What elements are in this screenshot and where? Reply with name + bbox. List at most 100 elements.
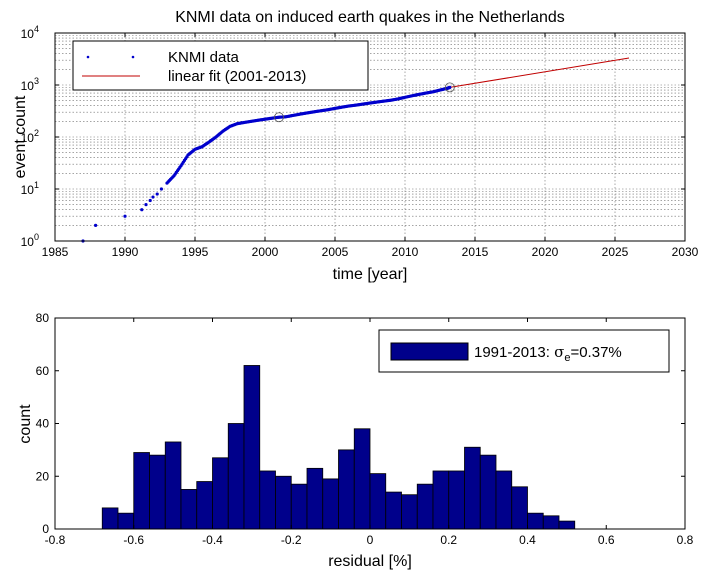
data-point: [447, 85, 451, 90]
top-legend: KNMI data linear fit (2001-2013): [72, 40, 369, 91]
data-point: [192, 148, 196, 152]
bottom-chart: -0.8 -0.6 -0.4 -0.2 0 0.2 0.4 0.6 0.8 020406080 …: [17, 311, 694, 570]
y-tick-label: 80: [36, 311, 50, 325]
data-point: [353, 103, 357, 107]
histogram-bar: [479, 454, 497, 530]
legend-label-suffix: =0.37%: [570, 344, 621, 361]
histogram-bar: [164, 441, 182, 530]
legend-label-fit: linear fit (2001-2013): [168, 68, 306, 85]
histogram-bar: [149, 454, 166, 530]
bottom-y-axis-label: count: [17, 404, 34, 444]
histogram-bar: [243, 365, 261, 530]
y-tick-label: 101: [21, 180, 39, 197]
histogram-bar: [133, 452, 150, 530]
histogram-bars: [101, 365, 576, 530]
y-tick-label: 103: [21, 76, 39, 93]
data-point: [283, 115, 287, 119]
x-tick-label: 2025: [602, 245, 629, 259]
data-point: [151, 195, 155, 199]
histogram-bar: [558, 520, 576, 530]
histogram-bar: [117, 512, 135, 530]
histogram-bar: [101, 507, 119, 530]
x-tick-label: 0.4: [519, 533, 536, 547]
top-y-ticks: 100 101 102 103 104: [21, 24, 685, 249]
histogram-bar: [306, 467, 324, 530]
histogram-bar: [275, 475, 292, 530]
histogram-bar: [542, 515, 560, 530]
data-point: [178, 165, 182, 170]
bottom-y-ticks: 0 20 40 60 80: [36, 311, 685, 536]
circle-markers-group: [274, 82, 455, 123]
legend-label-histogram: 1991-2013: σe=0.37%: [474, 343, 622, 364]
legend-label-prefix: 1991-2013:: [474, 344, 554, 361]
histogram-bar: [527, 512, 544, 530]
x-tick-label: -0.2: [281, 533, 302, 547]
x-tick-label: 2005: [322, 245, 349, 259]
histogram-bar: [495, 470, 513, 530]
data-point: [381, 99, 385, 103]
data-point: [155, 192, 159, 196]
data-point: [269, 116, 273, 120]
data-point: [140, 208, 144, 212]
bottom-x-axis-label: residual [%]: [328, 553, 412, 570]
x-tick-label: 2030: [672, 245, 699, 259]
legend-label-sigma: σ: [554, 343, 564, 361]
histogram-bar: [338, 449, 355, 530]
x-tick-label: 2015: [462, 245, 489, 259]
y-tick-label: 40: [36, 417, 50, 431]
x-tick-label: 1990: [112, 245, 139, 259]
x-tick-label: 0.6: [598, 533, 615, 547]
histogram-bar: [259, 470, 276, 530]
y-tick-label: 60: [36, 364, 50, 378]
data-points-group: [81, 85, 452, 243]
top-legend-box: [72, 40, 369, 91]
data-point: [123, 214, 127, 218]
top-chart: KNMI data on induced earth quakes in the…: [12, 9, 699, 283]
data-point: [144, 203, 148, 207]
histogram-bar: [432, 470, 450, 530]
legend-label-knmi: KNMI data: [168, 49, 240, 66]
histogram-bar: [511, 486, 528, 530]
data-point: [171, 175, 175, 179]
x-tick-label: -0.6: [123, 533, 144, 547]
data-point: [374, 100, 378, 104]
data-point: [220, 130, 224, 134]
data-point: [206, 141, 210, 145]
histogram-bar: [448, 470, 465, 530]
circle-marker: [444, 82, 455, 93]
histogram-bar: [416, 483, 434, 530]
data-point: [185, 155, 189, 159]
y-tick-label: 102: [21, 128, 39, 145]
x-tick-label: -0.8: [45, 533, 66, 547]
histogram-bar: [290, 483, 308, 530]
histogram-bar: [464, 446, 481, 530]
x-tick-label: 0.8: [677, 533, 694, 547]
fit-line: [449, 57, 630, 88]
histogram-bar: [369, 473, 387, 530]
top-y-axis-label: event count: [12, 95, 29, 178]
data-point: [367, 101, 371, 105]
histogram-bar: [353, 428, 371, 530]
top-chart-title: KNMI data on induced earth quakes in the…: [175, 9, 565, 26]
fit-line-group: [449, 57, 630, 88]
histogram-bar: [322, 478, 339, 530]
data-point: [262, 117, 266, 121]
x-tick-label: 0: [367, 533, 374, 547]
circle-marker: [274, 112, 284, 123]
legend-swatch-histogram: [390, 342, 469, 361]
data-point: [213, 136, 217, 140]
data-point: [159, 187, 163, 191]
histogram-bar: [212, 457, 229, 530]
data-point: [276, 115, 280, 119]
x-tick-label: 1995: [182, 245, 209, 259]
x-tick-label: 2000: [252, 245, 279, 259]
bottom-legend: 1991-2013: σe=0.37%: [378, 329, 670, 373]
top-x-axis-label: time [year]: [333, 266, 408, 283]
bottom-x-ticks: -0.8 -0.6 -0.4 -0.2 0 0.2 0.4 0.6 0.8: [45, 318, 694, 547]
legend-label-subscript: e: [564, 352, 570, 364]
top-x-ticks: 1985 1990 1995 2000 2005 2010 2015 2020 2025 2030: [42, 33, 699, 259]
data-point: [94, 223, 98, 227]
x-tick-label: 2020: [532, 245, 559, 259]
y-tick-label: 20: [36, 469, 50, 483]
